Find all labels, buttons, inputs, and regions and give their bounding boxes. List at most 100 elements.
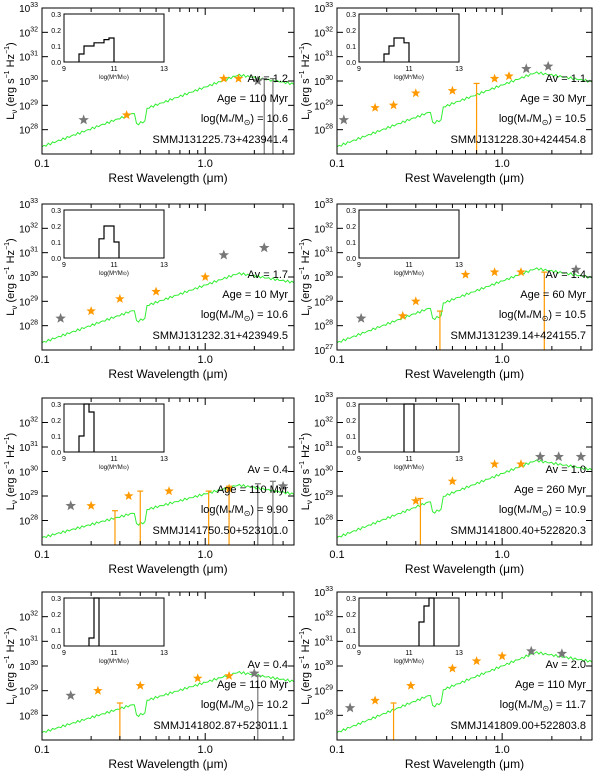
y-tick-label: 1033 bbox=[19, 198, 38, 211]
mass-label: log(M*/M⊙) = 9.90 bbox=[201, 504, 288, 518]
inset-x-tick-label: 11 bbox=[405, 262, 412, 269]
x-tick-label: 1.0 bbox=[494, 354, 509, 366]
inset-y-tick-label: 0.2 bbox=[51, 28, 61, 35]
inset-x-tick-label: 9 bbox=[62, 456, 66, 463]
x-tick-label: 0.1 bbox=[34, 158, 49, 170]
photometry-point bbox=[497, 651, 507, 661]
x-axis-label: Rest Wavelength (μm) bbox=[405, 562, 524, 576]
inset-x-tick-label: 11 bbox=[110, 650, 117, 657]
model-sed-curve bbox=[41, 73, 295, 148]
inset-frame bbox=[358, 403, 460, 453]
inset-y-tick-label: 0.1 bbox=[51, 628, 61, 635]
x-axis-label: Rest Wavelength (μm) bbox=[405, 171, 524, 185]
x-axis-label: Rest Wavelength (μm) bbox=[108, 367, 227, 381]
x-tick-label: 0.1 bbox=[34, 354, 49, 366]
y-tick-label: 1031 bbox=[314, 51, 333, 64]
y-tick-label: 1033 bbox=[314, 198, 333, 211]
inset-y-tick-label: 0.1 bbox=[346, 44, 356, 51]
inset-x-tick-label: 11 bbox=[405, 456, 412, 463]
unused-photometry-point bbox=[78, 114, 89, 125]
age-label: Age = 260 Myr bbox=[514, 484, 586, 496]
inset-histogram bbox=[78, 403, 95, 452]
inset-x-tick-label: 9 bbox=[357, 456, 361, 463]
model-sed-curve bbox=[336, 267, 593, 344]
av-label: Av = 1.2 bbox=[248, 73, 288, 85]
photometry-point bbox=[471, 656, 482, 666]
inset-x-tick-label: 9 bbox=[62, 66, 66, 73]
inset-x-label: log(M*/M⊙) bbox=[99, 75, 129, 81]
model-sed-curve bbox=[336, 459, 593, 539]
inset-y-tick-label: 0.0 bbox=[51, 256, 61, 263]
photometry-point bbox=[86, 306, 96, 316]
y-tick-label: 1030 bbox=[19, 271, 38, 284]
inset-x-tick-label: 13 bbox=[455, 456, 463, 463]
y-tick-label: 1029 bbox=[19, 490, 38, 503]
inset-y-tick-label: 0.2 bbox=[51, 418, 61, 425]
inset-frame bbox=[358, 597, 460, 647]
unused-photometry-point bbox=[218, 249, 229, 260]
y-tick-label: 1029 bbox=[19, 685, 38, 698]
inset-y-tick-label: 0.2 bbox=[346, 224, 356, 231]
inset-y-tick-label: 0.0 bbox=[51, 644, 61, 651]
source-name: SMMJ131228.30+424454.8 bbox=[451, 134, 586, 146]
unused-photometry-point bbox=[249, 667, 260, 678]
mass-label: log(M*/M⊙) = 11.7 bbox=[500, 699, 586, 713]
photometry-point bbox=[224, 670, 234, 680]
y-tick-label: 1030 bbox=[314, 75, 333, 88]
unused-photometry-point bbox=[556, 648, 568, 659]
photometry-point bbox=[489, 459, 500, 469]
inset-y-tick-label: 0.2 bbox=[346, 28, 356, 35]
inset-x-tick-label: 13 bbox=[160, 66, 168, 73]
unused-photometry-point bbox=[344, 702, 356, 713]
x-tick-label: 1.0 bbox=[198, 744, 213, 756]
photometry-point bbox=[86, 500, 96, 510]
y-axis-label: Lν (erg s−1 Hz−1) bbox=[4, 42, 19, 119]
inset-x-tick-label: 11 bbox=[405, 66, 412, 73]
inset-x-label: log(M*/M⊙) bbox=[394, 659, 424, 665]
photometry-point bbox=[370, 102, 380, 112]
av-label: Av = 0.4 bbox=[248, 464, 288, 476]
photometry-point bbox=[121, 110, 132, 120]
inset-y-tick-label: 0.3 bbox=[346, 402, 356, 409]
photometry-point bbox=[233, 73, 244, 83]
inset-y-tick-label: 0.1 bbox=[346, 240, 356, 247]
inset-y-tick-label: 0.3 bbox=[346, 596, 356, 603]
photometry-point bbox=[193, 673, 203, 683]
inset-y-tick-label: 0.1 bbox=[346, 628, 356, 635]
y-axis-label: Lν (erg s−1 Hz−1) bbox=[4, 627, 19, 704]
inset-histogram bbox=[78, 37, 115, 62]
x-tick-label: 1.0 bbox=[198, 549, 213, 561]
y-tick-label: 1028 bbox=[314, 515, 333, 528]
inset-x-tick-label: 13 bbox=[160, 456, 168, 463]
photometry-point bbox=[200, 272, 210, 281]
inset-y-tick-label: 0.3 bbox=[51, 402, 61, 409]
source-name: SMMJ141809.00+522803.8 bbox=[451, 720, 586, 732]
x-axis-label: Rest Wavelength (μm) bbox=[108, 757, 227, 771]
photometry-point bbox=[93, 685, 103, 695]
y-tick-label: 1033 bbox=[19, 2, 38, 15]
x-axis-label: Rest Wavelength (μm) bbox=[405, 367, 524, 381]
age-label: Age = 60 Myr bbox=[520, 289, 586, 301]
y-axis-label: Lν (erg s−1 Hz−1) bbox=[299, 42, 314, 119]
model-sed-curve bbox=[336, 71, 593, 148]
inset-frame bbox=[358, 209, 460, 259]
photometry-point bbox=[370, 695, 380, 705]
y-tick-label: 1028 bbox=[314, 320, 333, 333]
inset-frame bbox=[63, 597, 165, 647]
y-tick-label: 1032 bbox=[19, 26, 38, 39]
x-axis-label: Rest Wavelength (μm) bbox=[108, 562, 227, 576]
unused-photometry-point bbox=[570, 264, 582, 275]
x-tick-label: 1.0 bbox=[494, 549, 509, 561]
mass-label: log(M*/M⊙) = 10.6 bbox=[201, 309, 288, 323]
photometry-point bbox=[398, 310, 408, 320]
inset-x-tick-label: 11 bbox=[110, 456, 117, 463]
inset-x-tick-label: 11 bbox=[405, 650, 412, 657]
y-tick-label: 1028 bbox=[314, 709, 333, 722]
y-tick-label: 1029 bbox=[19, 99, 38, 112]
unused-photometry-point bbox=[355, 312, 367, 323]
inset-x-label: log(M*/M⊙) bbox=[394, 75, 424, 81]
photometry-point bbox=[151, 286, 161, 296]
